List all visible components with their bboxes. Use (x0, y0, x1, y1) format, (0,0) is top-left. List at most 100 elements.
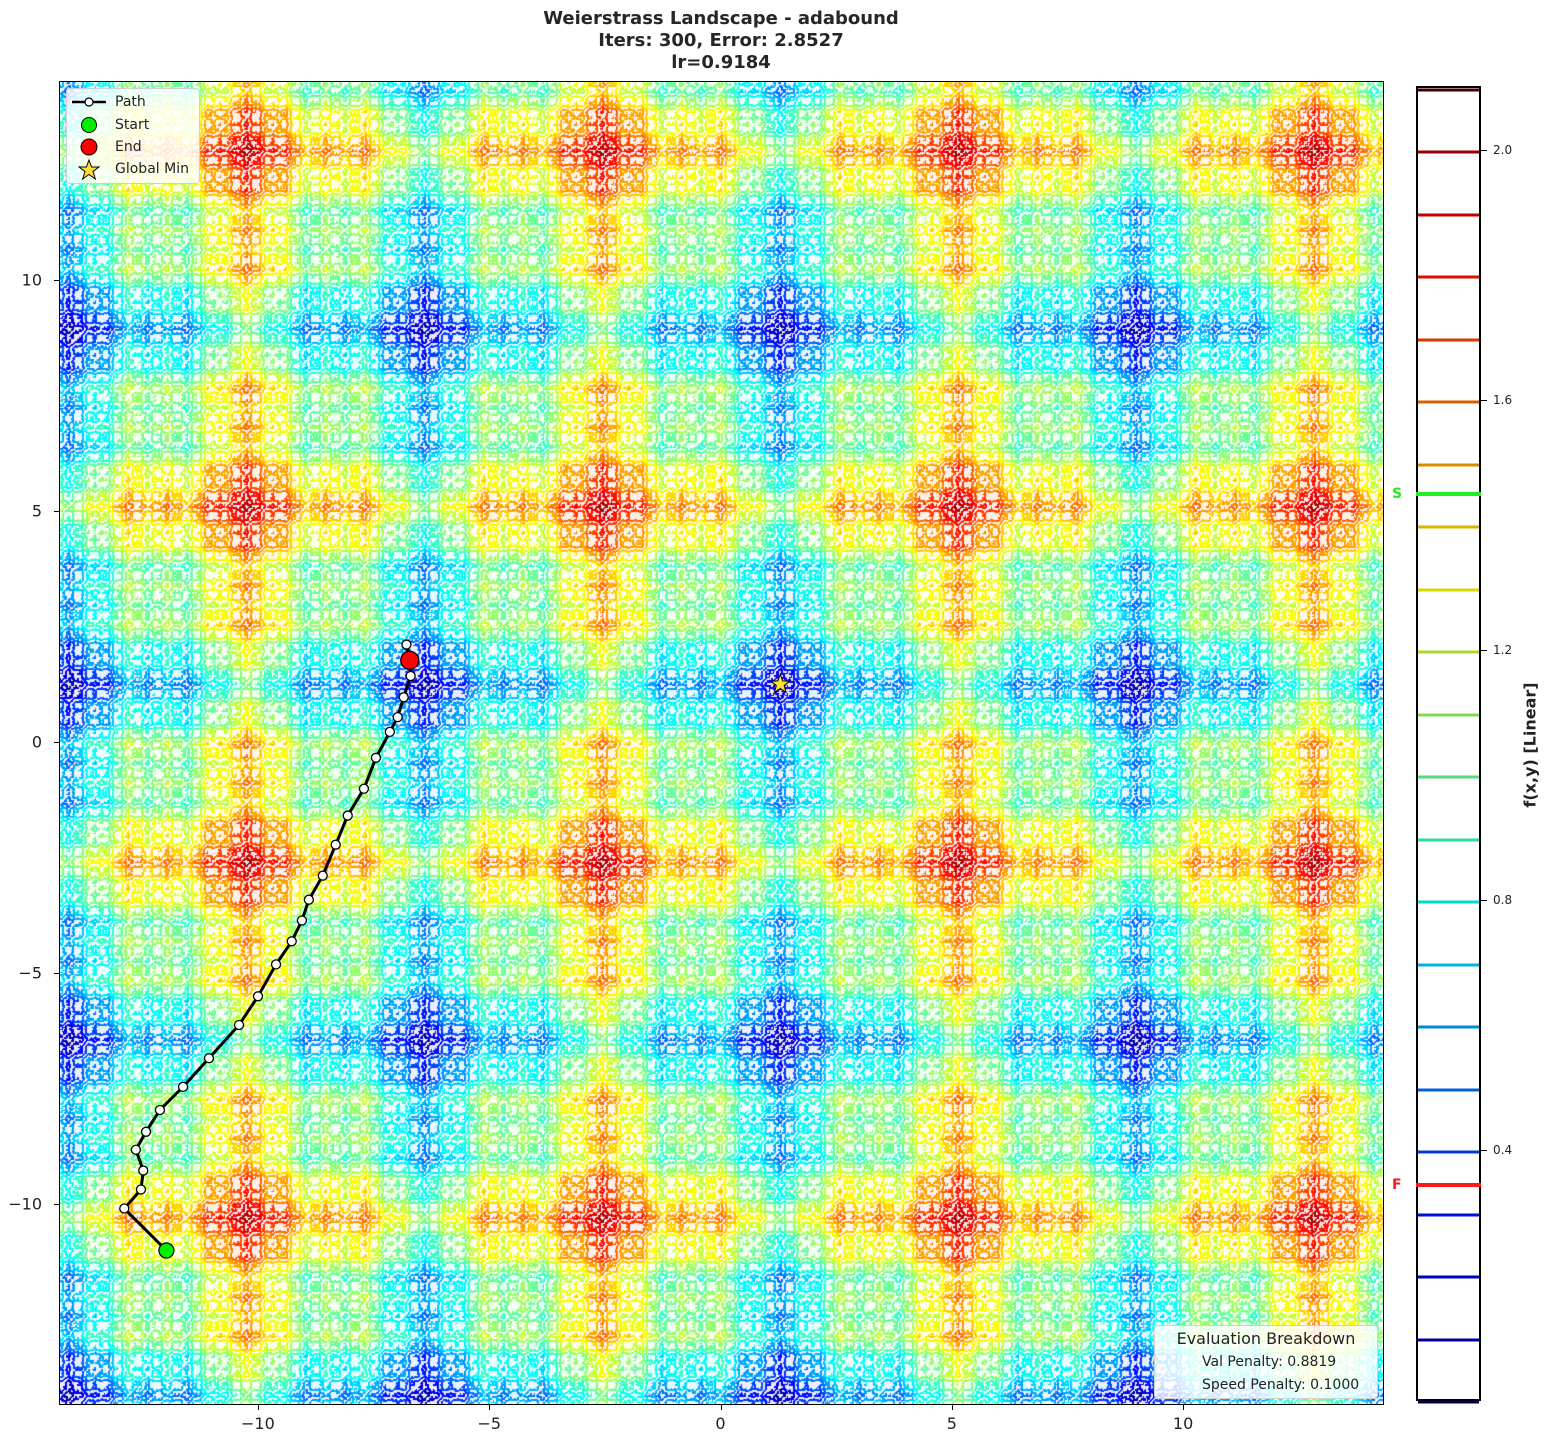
path-point (342, 810, 353, 821)
colorbar-start-label: S (1392, 486, 1403, 503)
colorbar-level-line (1418, 88, 1479, 92)
star-icon (67, 158, 111, 181)
colorbar-level-line (1418, 463, 1479, 467)
x-tick (257, 1405, 259, 1410)
y-tick (54, 1204, 59, 1206)
colorbar-level-line (1418, 775, 1479, 779)
path-point (135, 1184, 147, 1195)
x-tick-label: 5 (946, 1414, 957, 1433)
chart-title: Weierstrass Landscape - adabound Iters: … (0, 8, 1442, 74)
title-line-2: Iters: 300, Error: 2.8527 (598, 30, 844, 51)
path-point (270, 959, 282, 970)
colorbar-label: f(x,y) [Linear] (1520, 682, 1540, 808)
colorbar-level-line (1418, 713, 1479, 717)
colorbar-tick (1481, 900, 1487, 902)
val-penalty: Val Penalty: 0.8819 (1202, 1354, 1337, 1370)
colorbar (1416, 86, 1481, 1404)
colorbar-tick-label: 2.0 (1493, 143, 1513, 158)
legend: Path Start End Global Min (66, 88, 200, 184)
y-tick-label: 5 (31, 501, 42, 521)
legend-item-global-min: Global Min (67, 158, 189, 181)
path-point (177, 1081, 189, 1093)
path-point (286, 936, 297, 947)
global-min-star-icon (769, 672, 792, 694)
start-marker-icon (67, 115, 111, 135)
y-tick (54, 279, 59, 281)
contour-background (60, 82, 1383, 1404)
y-tick-label: 10 (21, 270, 42, 290)
end-marker (400, 650, 420, 670)
x-tick-label: −10 (241, 1414, 275, 1433)
legend-item-start: Start (67, 115, 149, 135)
y-tick (54, 510, 59, 512)
colorbar-tick (1481, 150, 1487, 152)
evaluation-breakdown-box: Evaluation Breakdown Val Penalty: 0.8819… (1154, 1325, 1378, 1399)
y-tick-label: −5 (18, 963, 42, 983)
colorbar-level-line (1418, 400, 1479, 404)
colorbar-tick-label: 1.6 (1493, 393, 1513, 408)
path-line-icon (67, 92, 111, 112)
colorbar-final-marker (1416, 1183, 1481, 1188)
x-tick-label: −5 (477, 1414, 501, 1433)
path-point (140, 1126, 152, 1137)
path-point (398, 692, 409, 703)
end-marker-icon (67, 137, 111, 157)
path-point (330, 839, 341, 850)
colorbar-tick-label: 1.2 (1493, 643, 1513, 658)
path-point (119, 1203, 130, 1214)
evaluation-title: Evaluation Breakdown (1176, 1329, 1356, 1348)
colorbar-level-line (1418, 525, 1479, 529)
title-line-1: Weierstrass Landscape - adabound (543, 8, 899, 29)
colorbar-level-line (1418, 275, 1479, 279)
x-tick (951, 1405, 953, 1410)
path-point (303, 894, 315, 905)
y-tick (54, 973, 59, 975)
colorbar-tick-label: 0.8 (1493, 893, 1513, 908)
colorbar-level-line (1418, 588, 1479, 592)
colorbar-level-line (1418, 1275, 1479, 1279)
colorbar-level-line (1418, 213, 1479, 217)
path-point (317, 870, 328, 881)
colorbar-level-line (1418, 963, 1479, 967)
colorbar-tick-label: 0.4 (1493, 1143, 1513, 1158)
path-point (392, 711, 403, 723)
x-tick-label: 10 (1172, 1414, 1194, 1433)
colorbar-level-line (1418, 1213, 1479, 1217)
path-point (154, 1104, 166, 1116)
y-tick (54, 742, 59, 743)
colorbar-level-line (1418, 150, 1479, 154)
path-point (252, 991, 264, 1002)
colorbar-level-line (1418, 1338, 1479, 1342)
path-point (296, 915, 308, 926)
colorbar-level-line (1418, 1088, 1479, 1092)
path-point (138, 1165, 149, 1176)
x-tick (1183, 1405, 1185, 1410)
title-line-3: lr=0.9184 (671, 52, 771, 73)
path-point (233, 1019, 245, 1031)
colorbar-level-line (1418, 650, 1479, 654)
speed-penalty: Speed Penalty: 0.1000 (1202, 1377, 1360, 1393)
plot-area (59, 81, 1384, 1405)
start-marker (158, 1242, 175, 1259)
optimizer-path (122, 644, 413, 1252)
path-point (130, 1144, 142, 1155)
colorbar-level-line (1418, 900, 1479, 904)
colorbar-start-marker (1416, 492, 1481, 497)
path-point (358, 783, 370, 794)
path-overlay (119, 639, 792, 1259)
legend-item-end: End (67, 137, 142, 157)
colorbar-level-line (1418, 1150, 1479, 1154)
colorbar-level-line (1418, 338, 1479, 342)
path-point (405, 670, 416, 682)
x-tick (489, 1405, 491, 1410)
x-tick (720, 1405, 722, 1410)
colorbar-tick (1481, 1150, 1487, 1152)
path-point (401, 639, 412, 650)
path-point (384, 726, 395, 738)
y-tick-label: 0 (31, 732, 42, 752)
legend-item-path: Path (67, 92, 146, 112)
colorbar-tick (1481, 400, 1487, 402)
path-point (203, 1053, 215, 1064)
colorbar-final-label: F (1392, 1177, 1402, 1194)
path-point (370, 752, 382, 763)
